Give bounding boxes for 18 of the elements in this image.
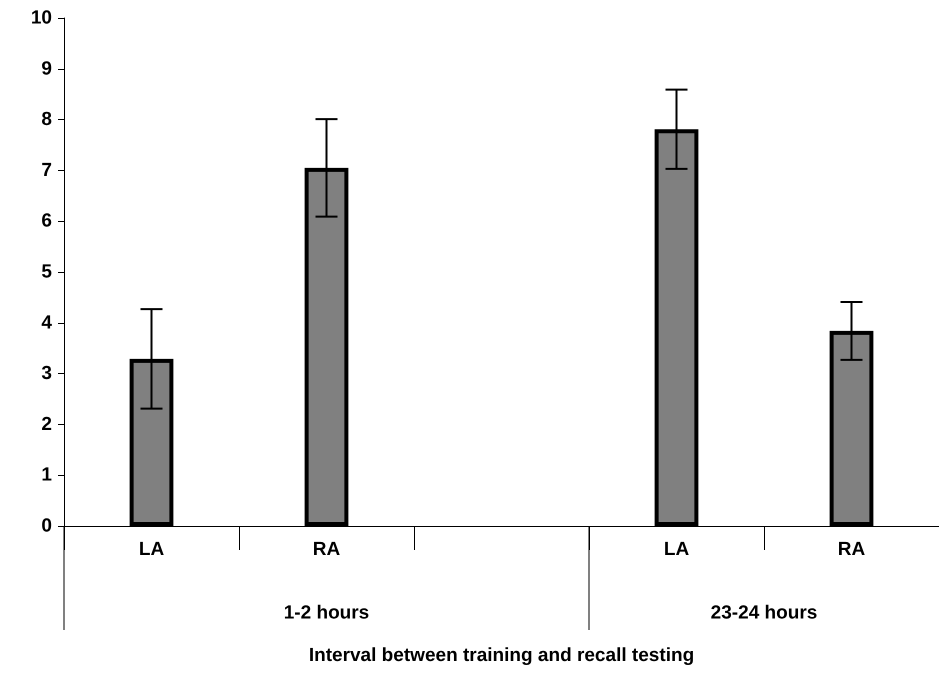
y-tick-label: 4 bbox=[41, 312, 52, 334]
y-tick-label: 6 bbox=[41, 210, 52, 232]
y-tick-label: 5 bbox=[41, 262, 52, 282]
y-tick-label: 1 bbox=[41, 464, 52, 486]
y-tick-label: 2 bbox=[41, 414, 52, 435]
x-tick-label: RA bbox=[312, 539, 340, 560]
y-tick-label: 0 bbox=[41, 516, 52, 536]
x-tick-label: LA bbox=[664, 539, 690, 560]
y-tick-label: 3 bbox=[41, 363, 52, 384]
x-tick-label: LA bbox=[138, 539, 164, 560]
y-tick-label: 7 bbox=[41, 160, 52, 181]
text: 23-24 hours bbox=[710, 602, 818, 624]
y-tick-label: 9 bbox=[41, 58, 52, 80]
x-tick-label: RA bbox=[838, 539, 866, 560]
y-tick-label: 10 bbox=[30, 8, 52, 28]
text: 1-2 hours bbox=[284, 602, 370, 624]
y-tick-label: 8 bbox=[41, 109, 52, 130]
x-axis-title: Interval between training and recall testing bbox=[308, 645, 694, 666]
